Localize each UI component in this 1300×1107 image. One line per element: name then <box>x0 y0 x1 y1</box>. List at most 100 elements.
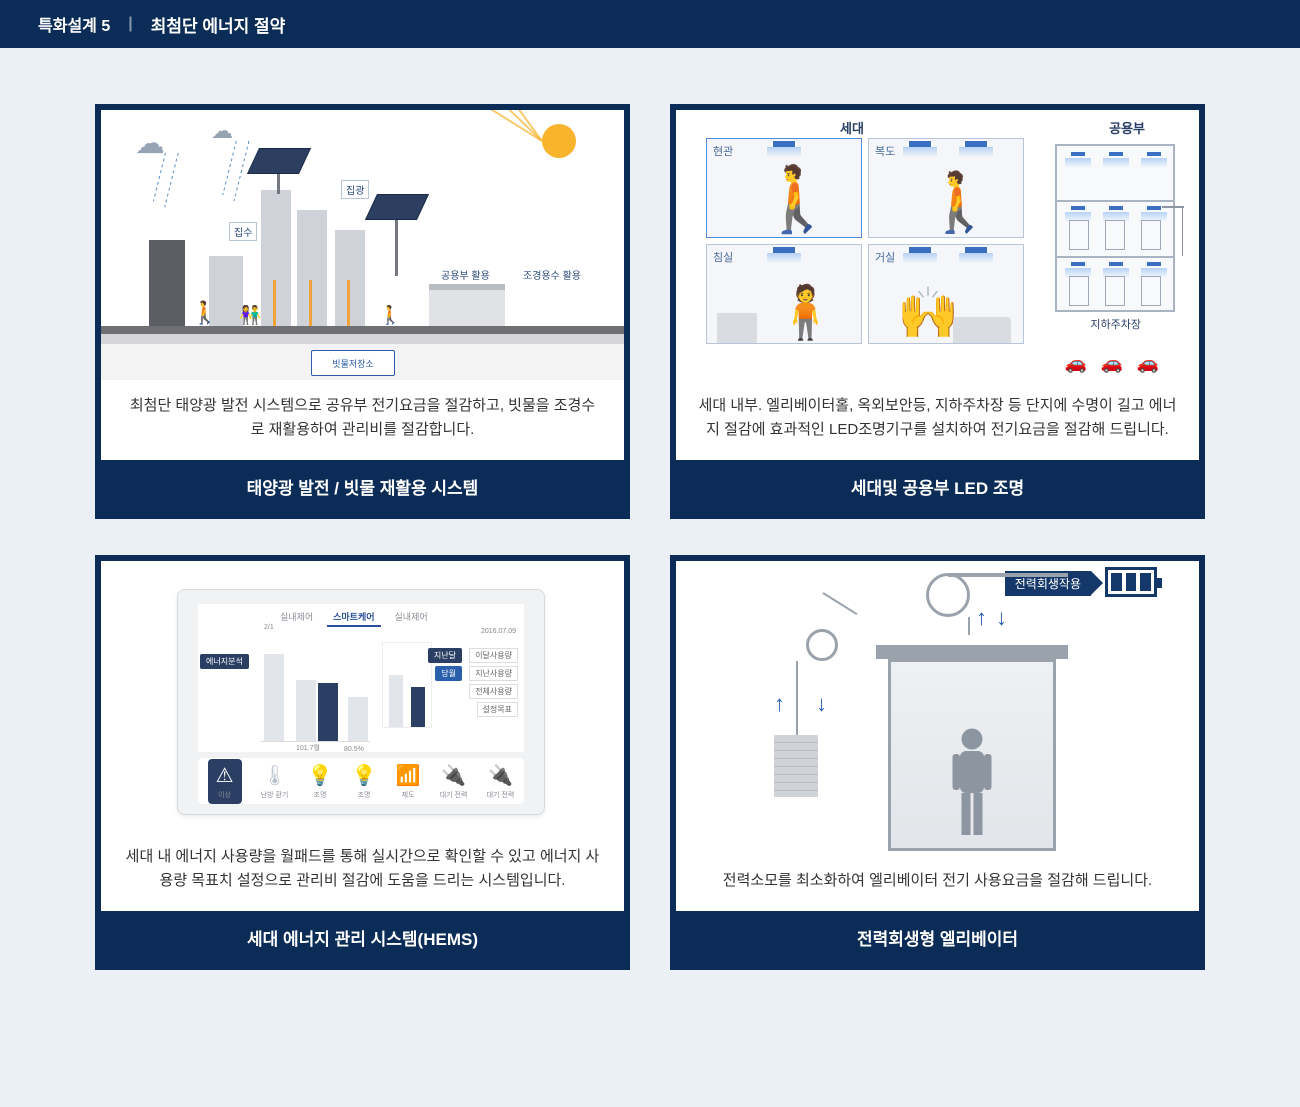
hems-illustration: 실내제어 스마트케어 실내제어 2016.07.09 에너지분석 2/1 101… <box>101 561 624 831</box>
door-shape <box>1141 276 1161 306</box>
floor-line <box>1057 200 1173 202</box>
wallpad-screen: 실내제어 스마트케어 실내제어 2016.07.09 에너지분석 2/1 101… <box>198 604 524 752</box>
led-light-icon <box>1109 206 1123 210</box>
bar-label: 80.5% <box>344 746 364 753</box>
passenger-icon <box>942 724 1002 844</box>
cable <box>968 617 970 635</box>
building-shape <box>261 190 291 326</box>
led-light-icon <box>909 141 931 147</box>
cloud-icon: ☁ <box>211 118 233 144</box>
led-light-icon <box>1147 152 1161 156</box>
list-item: 이달사용량 <box>469 648 518 663</box>
rain-icon <box>164 153 179 208</box>
cloud-icon: ☁ <box>135 126 165 161</box>
card-title: 세대 에너지 관리 시스템(HEMS) <box>101 911 624 964</box>
elevator-cap <box>876 645 1068 659</box>
bar-chart: 2/1 101.7월 80.5% <box>260 630 370 742</box>
page-header: 특화설계 5 | 최첨단 에너지 절약 <box>0 0 1300 48</box>
header-category: 특화설계 5 <box>38 12 110 36</box>
hems-icon: 🔌대기 전력 <box>440 763 468 800</box>
building-shape <box>335 230 365 326</box>
elevator-illustration: 전력회생작용 ↑ ↓ ↑ ↓ <box>676 561 1199 855</box>
room-bedroom: 침실 🧍 <box>706 244 862 344</box>
ground-line <box>101 326 624 334</box>
led-light-icon <box>1071 152 1085 156</box>
sun-icon <box>542 124 576 158</box>
led-light-icon <box>965 141 987 147</box>
solar-panel-icon <box>247 148 311 174</box>
card-title: 세대및 공용부 LED 조명 <box>676 460 1199 513</box>
room-living: 거실 🙌 <box>868 244 1024 344</box>
led-light-icon <box>1109 262 1123 266</box>
card-desc: 최첨단 태양광 발전 시스템으로 공유부 전기요금을 절감하고, 빗물을 조경수… <box>101 380 624 460</box>
section-unit: 세대 <box>840 118 864 137</box>
side-badge: 에너지분석 <box>200 654 249 669</box>
door-shape <box>1069 220 1089 250</box>
card-elevator: 전력회생작용 ↑ ↓ ↑ ↓ <box>670 555 1205 970</box>
header-divider: | <box>128 15 132 33</box>
battery-icon <box>1105 567 1157 597</box>
card-grid: ☁ ☁ 집수 집광 공용부 활용 조경용수 활용 🚶 👫 🚶 <box>0 48 1300 1010</box>
led-light-icon <box>1071 262 1085 266</box>
parking-label: 지하주차장 <box>1090 316 1141 332</box>
pulley-icon <box>806 629 838 661</box>
card-title: 태양광 발전 / 빗물 재활용 시스템 <box>101 460 624 513</box>
cable <box>822 592 857 615</box>
person-icon: 🚶 <box>379 305 401 326</box>
tab: 실내제어 <box>274 608 319 627</box>
car-icon: 🚗 <box>1101 353 1123 374</box>
section-common: 공용부 <box>1109 118 1145 137</box>
door-shape <box>1105 276 1125 306</box>
btn-month: 당월 <box>435 666 462 681</box>
led-light-icon <box>1147 262 1161 266</box>
streetlamp-icon <box>1182 208 1184 256</box>
room-hallway: 복도 🚶 <box>868 138 1024 238</box>
card-led: 세대 공용부 현관 🚶 복도 🚶 침실 🧍 거실 <box>670 104 1205 519</box>
door-shape <box>1105 220 1125 250</box>
door-shape <box>1141 220 1161 250</box>
sun-ray <box>400 110 542 141</box>
rain-icon <box>222 141 237 196</box>
car-icon: 🚗 <box>1065 353 1087 374</box>
hems-icon: 📶제도 <box>396 763 421 800</box>
chart-bar <box>389 675 403 727</box>
tab-row: 실내제어 스마트케어 실내제어 <box>274 608 434 627</box>
card-desc: 세대 내 에너지 사용량을 월패드를 통해 실시간으로 확인할 수 있고 에너지… <box>101 831 624 911</box>
solar-illustration: ☁ ☁ 집수 집광 공용부 활용 조경용수 활용 🚶 👫 🚶 <box>101 110 624 380</box>
mini-chart <box>382 642 432 728</box>
utility-hut <box>429 284 505 326</box>
chart-bar <box>348 697 368 741</box>
hems-icon: 🌡난방 환기 <box>261 763 289 800</box>
led-light-icon <box>773 141 795 147</box>
label-common-use: 공용부 활용 <box>437 266 494 283</box>
hems-icon: 💡조명 <box>352 763 377 800</box>
card-desc: 전력소모를 최소화하여 엘리베이터 전기 사용요금을 절감해 드립니다. <box>676 855 1199 911</box>
solar-panel-icon <box>365 194 429 220</box>
room-label: 침실 <box>713 249 733 265</box>
hems-icon: 💡조명 <box>308 763 333 800</box>
common-building <box>1055 144 1175 312</box>
tank-label: 빗물저장소 <box>332 357 373 370</box>
person-silhouette-icon: 🧍 <box>773 282 838 343</box>
led-light-icon <box>965 247 987 253</box>
label-concentration: 집광 <box>341 180 369 199</box>
hems-icon: 🔌대기 전력 <box>487 763 515 800</box>
building-shape <box>149 240 185 326</box>
led-light-icon <box>1147 206 1161 210</box>
led-illustration: 세대 공용부 현관 🚶 복도 🚶 침실 🧍 거실 <box>676 110 1199 380</box>
led-light-icon <box>1109 152 1123 156</box>
icon-row: ⚠이상🌡난방 환기💡조명💡조명📶제도🔌대기 전력🔌대기 전력 <box>198 758 524 804</box>
card-desc: 세대 내부. 엘리베이터홀, 옥외보안등, 지하주차장 등 단지에 수명이 길고… <box>676 380 1199 460</box>
elevator-cab <box>888 659 1056 851</box>
list-item: 설정목표 <box>477 702 518 717</box>
list-item: 전체사용량 <box>469 684 518 699</box>
car-icon: 🚗 <box>1137 353 1159 374</box>
room-entrance: 현관 🚶 <box>706 138 862 238</box>
header-title: 최첨단 에너지 절약 <box>151 12 286 37</box>
sofa-shape <box>953 317 1011 343</box>
door-shape <box>1069 276 1089 306</box>
led-light-icon <box>1071 206 1085 210</box>
date-label: 2016.07.09 <box>481 628 516 635</box>
list-item: 지난사용량 <box>469 666 518 681</box>
person-icon: 🚶 <box>191 300 218 326</box>
